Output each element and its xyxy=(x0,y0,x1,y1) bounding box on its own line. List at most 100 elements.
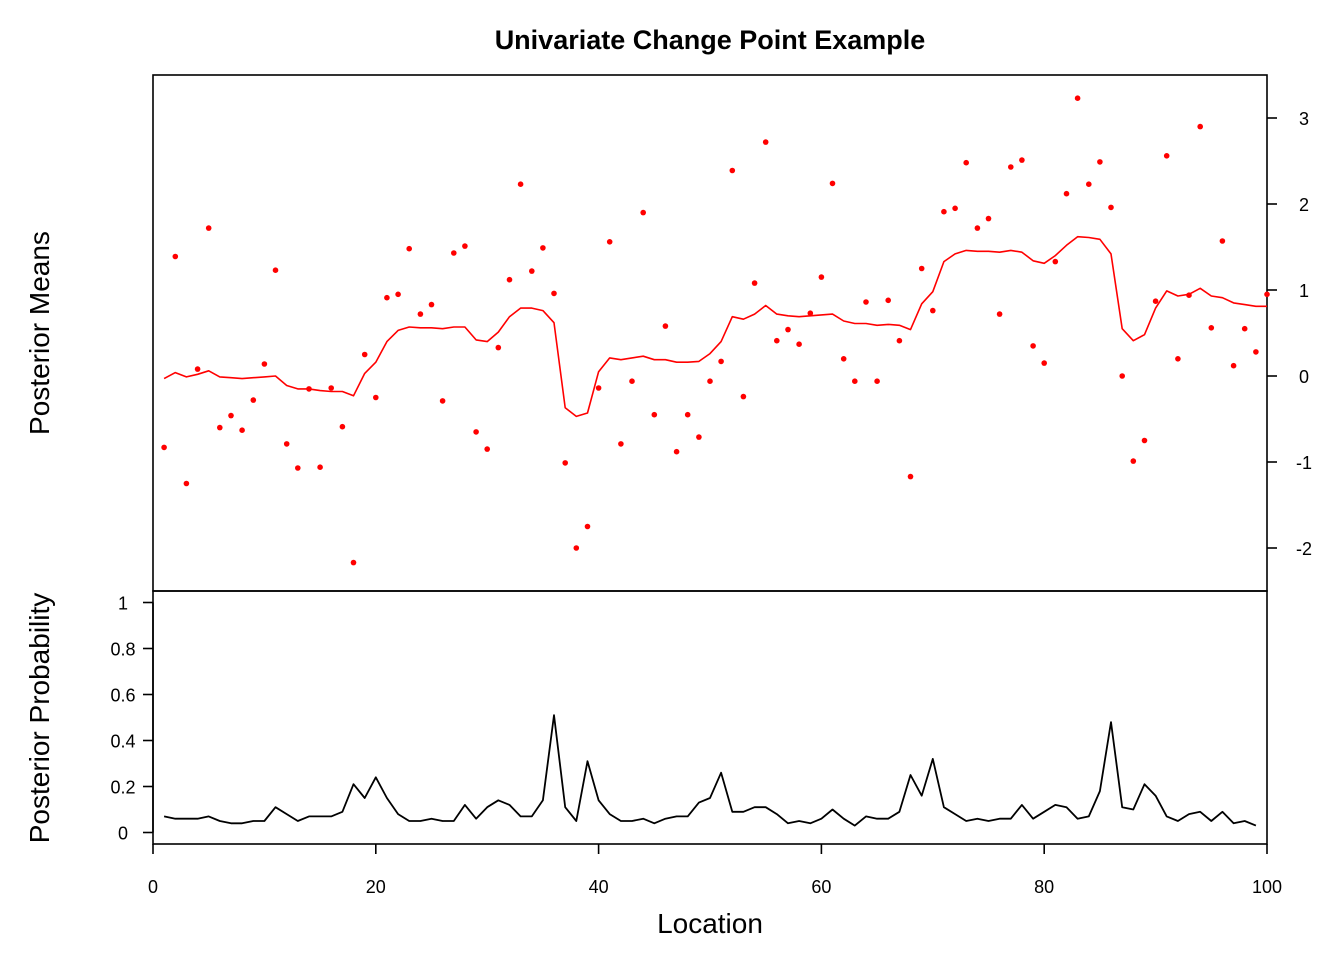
lower-y-tick-label: 0.6 xyxy=(110,686,135,706)
observation-point xyxy=(1052,258,1059,265)
observation-point xyxy=(673,448,680,455)
observation-point xyxy=(930,307,936,314)
observation-point xyxy=(1019,157,1025,163)
observation-point xyxy=(172,253,179,260)
observation-point xyxy=(328,385,335,391)
upper-y-tick-label: 0 xyxy=(1299,367,1309,387)
observation-point xyxy=(306,386,312,392)
observation-point xyxy=(272,267,279,274)
observation-point xyxy=(228,412,234,419)
observation-point xyxy=(495,344,502,351)
observation-point xyxy=(840,356,847,362)
observation-point xyxy=(506,276,513,283)
observation-point xyxy=(406,245,413,252)
observation-point xyxy=(952,205,958,212)
observation-point xyxy=(529,268,535,274)
observation-point xyxy=(1163,153,1170,159)
observation-point xyxy=(283,441,290,447)
observation-point xyxy=(1264,291,1270,298)
upper-y-tick-label: 3 xyxy=(1299,109,1309,129)
observation-point xyxy=(562,460,568,466)
observation-point xyxy=(1230,362,1237,369)
observation-points-group xyxy=(161,95,1270,566)
observation-point xyxy=(640,209,646,216)
observation-point xyxy=(863,299,869,305)
upper-y-tick-label: -2 xyxy=(1296,539,1312,559)
observation-point xyxy=(1253,349,1259,355)
observation-point xyxy=(729,167,736,174)
observation-point xyxy=(1130,458,1137,464)
lower-y-tick-label: 0.8 xyxy=(110,640,135,660)
observation-point xyxy=(1074,95,1081,101)
observation-point xyxy=(540,245,546,251)
observation-point xyxy=(462,243,468,249)
observation-point xyxy=(1008,164,1014,170)
x-tick-label: 0 xyxy=(148,877,158,897)
observation-point xyxy=(1063,190,1070,197)
observation-point xyxy=(907,473,914,480)
posterior-probability-line-group xyxy=(163,714,1257,827)
observation-point xyxy=(428,301,435,308)
lower-y-tick-label: 0.2 xyxy=(110,778,135,798)
observation-point xyxy=(451,250,457,256)
observation-point xyxy=(963,159,969,166)
observation-point xyxy=(996,311,1003,317)
observation-point xyxy=(629,378,635,385)
observation-point xyxy=(796,341,802,348)
upper-y-tick-label: 1 xyxy=(1299,281,1309,301)
upper-y-tick-label: 2 xyxy=(1299,195,1309,215)
posterior-means-line xyxy=(163,235,1267,418)
observation-point xyxy=(1030,343,1036,349)
chart-title: Univariate Change Point Example xyxy=(495,25,926,55)
observation-point xyxy=(395,291,401,298)
observation-point xyxy=(517,181,524,187)
observation-point xyxy=(584,523,591,530)
observation-point xyxy=(217,424,223,431)
x-tick-label: 80 xyxy=(1034,877,1054,897)
observation-point xyxy=(1241,325,1248,332)
observation-point xyxy=(818,274,825,280)
observation-point xyxy=(740,393,747,400)
observation-point xyxy=(250,397,257,403)
observation-point xyxy=(1197,123,1203,130)
observation-point xyxy=(874,378,880,385)
observation-point xyxy=(595,385,602,391)
observation-point xyxy=(985,215,992,222)
observation-point xyxy=(295,465,301,471)
observation-point xyxy=(183,480,190,487)
observation-point xyxy=(573,545,580,551)
observation-point xyxy=(896,337,903,344)
lower-y-tick-label: 1 xyxy=(118,594,128,614)
observation-point xyxy=(707,378,713,385)
observation-point xyxy=(551,290,557,297)
observation-point xyxy=(885,297,891,304)
observation-point xyxy=(484,446,491,452)
lower-y-axis: 0 0.2 0.4 0.6 0.8 1 xyxy=(110,594,154,844)
observation-point xyxy=(350,559,357,566)
posterior-means-line-group xyxy=(163,235,1267,418)
observation-point xyxy=(1219,238,1226,244)
x-tick-label: 60 xyxy=(811,877,831,897)
observation-point xyxy=(918,265,925,272)
observation-point xyxy=(1175,356,1181,362)
posterior-probability-line xyxy=(163,714,1257,827)
observation-point xyxy=(651,411,658,418)
observation-point xyxy=(361,351,368,358)
observation-point xyxy=(317,464,323,471)
upper-y-axis-title: Posterior Means xyxy=(24,231,55,435)
observation-point xyxy=(239,427,245,434)
observation-point xyxy=(439,398,446,404)
upper-y-tick-label: -1 xyxy=(1296,453,1312,473)
observation-point xyxy=(618,441,624,447)
observation-point xyxy=(1097,159,1103,165)
x-axis-title: Location xyxy=(657,908,763,939)
observation-point xyxy=(194,366,201,372)
x-tick-label: 40 xyxy=(589,877,609,897)
observation-point xyxy=(606,239,613,245)
observation-point xyxy=(1086,181,1092,187)
observation-point xyxy=(696,434,702,440)
observation-point xyxy=(473,429,479,435)
observation-point xyxy=(417,311,424,317)
observation-point xyxy=(684,411,691,418)
